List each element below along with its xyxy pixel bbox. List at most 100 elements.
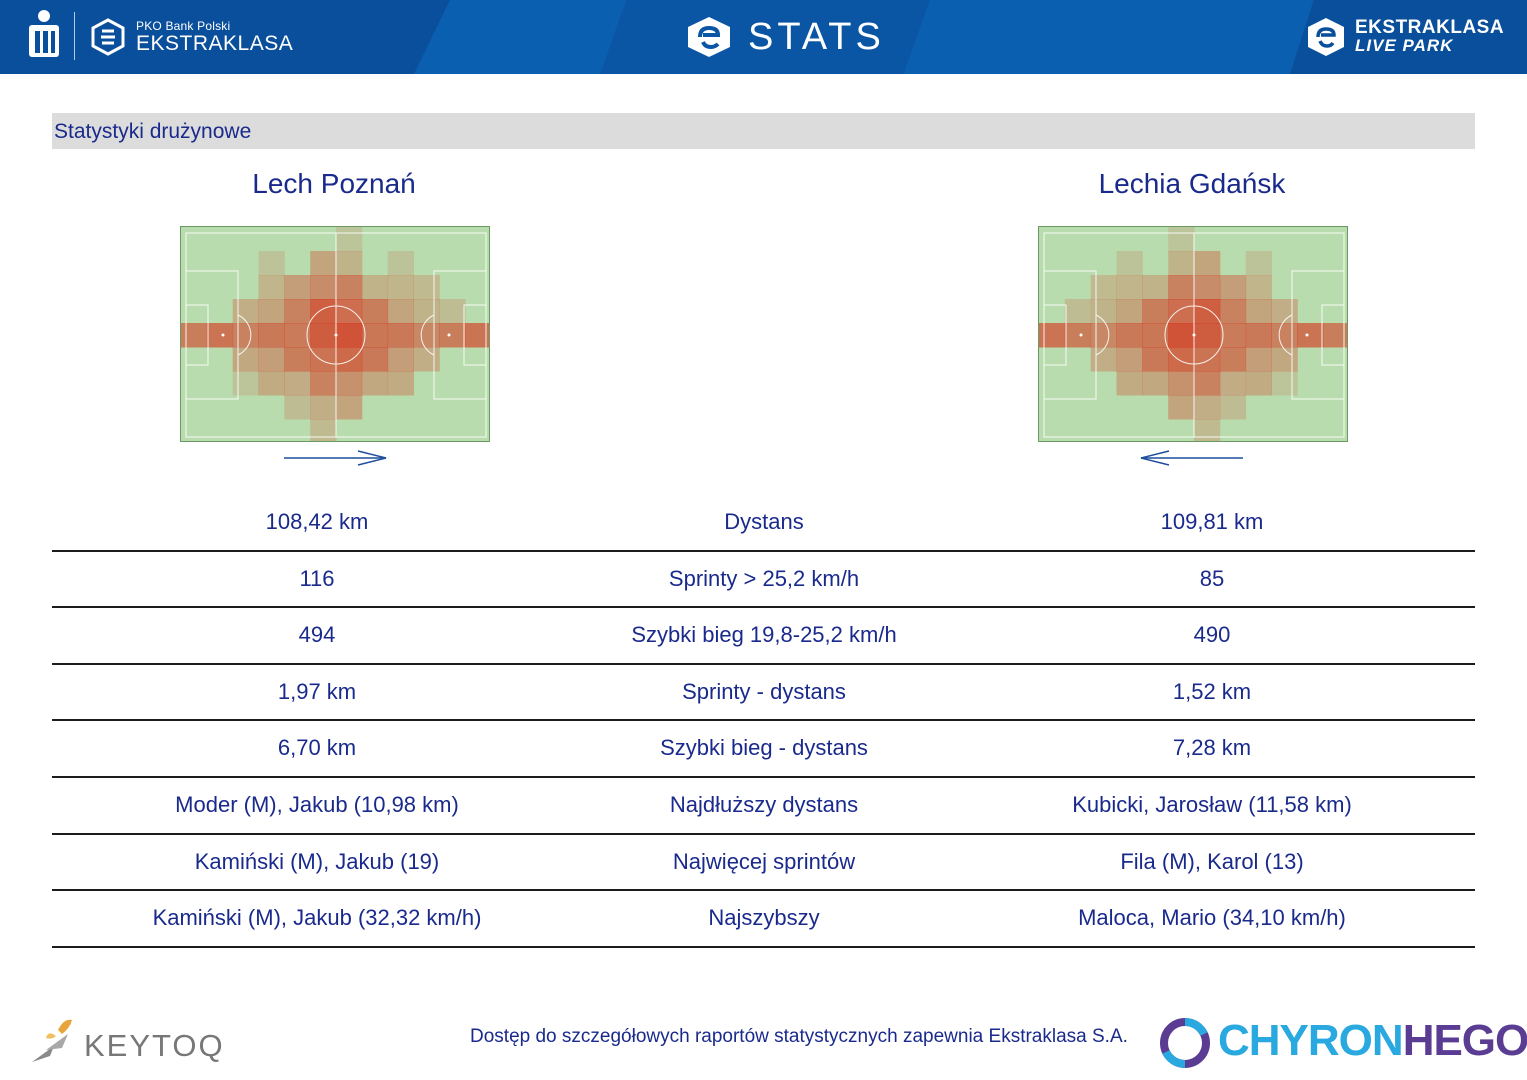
heatmap-cell [1142,371,1169,396]
heatmap-cell [336,371,363,396]
heatmap-cell [439,323,466,348]
stat-row-most-sprints: Kamiński (M), Jakub (19) Najwięcej sprin… [52,835,1475,892]
heatmap-cell [1168,347,1195,372]
stat-label: Sprinty > 25,2 km/h [668,565,860,591]
keytoq-logo-text: KEYTOQ [84,1028,225,1063]
heatmap-cell [258,323,285,348]
heatmap-cell [258,275,285,300]
stat-row-fastest: Kamiński (M), Jakub (32,32 km/h) Najszyb… [52,891,1475,948]
heatmap-cell [1194,251,1221,276]
home-stat-value: 1,97 km [277,678,357,704]
stat-label: Dystans [724,509,804,534]
stat-label: Szybki bieg 19,8-25,2 km/h [631,622,897,648]
heatmap-cell [413,323,440,348]
heatmap-cell [387,275,414,300]
away-stat-value: 85 [1199,565,1225,591]
away-stat-value: 7,28 km [1172,735,1252,761]
away-stat-value: Fila (M), Karol (13) [1120,848,1304,874]
heatmap-cell [1142,347,1169,372]
heatmap-cell [1064,323,1092,348]
live-park-subtitle: LIVE PARK [1355,36,1454,55]
heatmap-cell [336,299,363,324]
heatmap-cell [1245,299,1272,324]
heatmap-cell [1168,395,1195,420]
heatmap-cell [284,299,311,324]
home-stat-value: 108,42 km [265,509,369,534]
away-team-name: Lechia Gdańsk [1098,168,1286,199]
heatmap-cell [1323,323,1347,348]
heatmap-cell [387,251,414,276]
home-attack-direction-arrow-icon [284,450,387,466]
heatmap-cell [387,323,414,348]
stats-title: STATS [748,16,885,58]
heatmap-cell [1168,371,1195,396]
keytoq-logo-icon [32,1019,72,1062]
heatmap-cell [284,347,311,372]
heatmap-cell [310,299,337,324]
heatmap-cell [336,347,363,372]
chyronhego-logo-text: CHYRONHEGO [1218,1016,1527,1066]
heatmap-cell [387,371,414,396]
heatmap-cell [284,275,311,300]
heatmap-cell [387,347,414,372]
heatmap-cell [258,299,285,324]
heatmap-cell [1245,251,1272,276]
heatmap-cell [258,347,285,372]
away-heatmap [1038,226,1348,442]
stat-label: Najdłuższy dystans [669,791,859,817]
heatmap-cell [1039,323,1066,348]
heatmap-cell [284,323,311,348]
home-heatmap-graphic [181,227,489,441]
header-divider [74,12,75,60]
heatmap-cell [1297,323,1324,348]
heatmap-cell [1194,347,1221,372]
heatmap-cell [361,371,389,396]
heatmap-cell [181,323,208,348]
heatmap-cell [361,323,389,348]
heatmap-cell [1116,251,1143,276]
heatmap-cell [1168,299,1195,324]
pko-logo-icon [29,10,59,57]
footer-note: Dostęp do szczegółowych raportów statyst… [470,1026,1128,1047]
heatmap-cell [336,227,363,252]
stat-row-longest-distance: Moder (M), Jakub (10,98 km) Najdłuższy d… [52,778,1475,835]
heatmap-cell [1245,275,1272,300]
heatmap-cell [284,395,311,420]
hego-word: HEGO [1402,1016,1527,1065]
home-stat-value: Kamiński (M), Jakub (32,32 km/h) [152,905,482,931]
heatmap-cell [1116,371,1143,396]
heatmap-cell [1219,275,1247,300]
home-stat-value: 116 [299,565,335,591]
home-stat-value: Kamiński (M), Jakub (19) [194,848,440,874]
stat-row-distance: 108,42 km Dystans 109,81 km [52,495,1475,552]
heatmap-cell [387,299,414,324]
heatmap-cell [310,251,337,276]
live-park-title: EKSTRAKLASA [1355,17,1505,38]
section-title: Statystyki drużynowe [54,120,252,143]
heatmap-cell [1194,419,1221,441]
section-header-bar: Statystyki drużynowe [52,113,1475,149]
heatmap-cell [1090,299,1117,324]
heatmap-cell [1168,227,1195,252]
heatmap-cell [1116,275,1143,300]
heatmap-cell [1219,347,1247,372]
heatmap-cell [232,323,259,348]
heatmap-cell [413,299,440,324]
header-band-left [0,0,450,74]
away-stat-value: 490 [1193,622,1231,648]
heatmap-cell [310,323,337,348]
heatmap-cell [1194,299,1221,324]
header-banner: PKO Bank Polski EKSTRAKLASA STATS EKSTRA… [0,0,1527,74]
away-stat-value: Maloca, Mario (34,10 km/h) [1078,905,1346,931]
header-band-mid [600,0,930,74]
stat-label: Szybki bieg - dystans [660,735,868,761]
heatmap-cell [336,323,363,348]
heatmap-cell [439,299,466,324]
heatmap-cell [310,395,337,420]
away-attack-direction-arrow-icon [1140,450,1243,466]
heatmap-cell [1219,299,1247,324]
heatmap-cell [1245,371,1272,396]
heatmap-cell [310,275,337,300]
away-heatmap-graphic [1039,227,1347,441]
stat-row-sprint-distance: 1,97 km Sprinty - dystans 1,52 km [52,665,1475,722]
